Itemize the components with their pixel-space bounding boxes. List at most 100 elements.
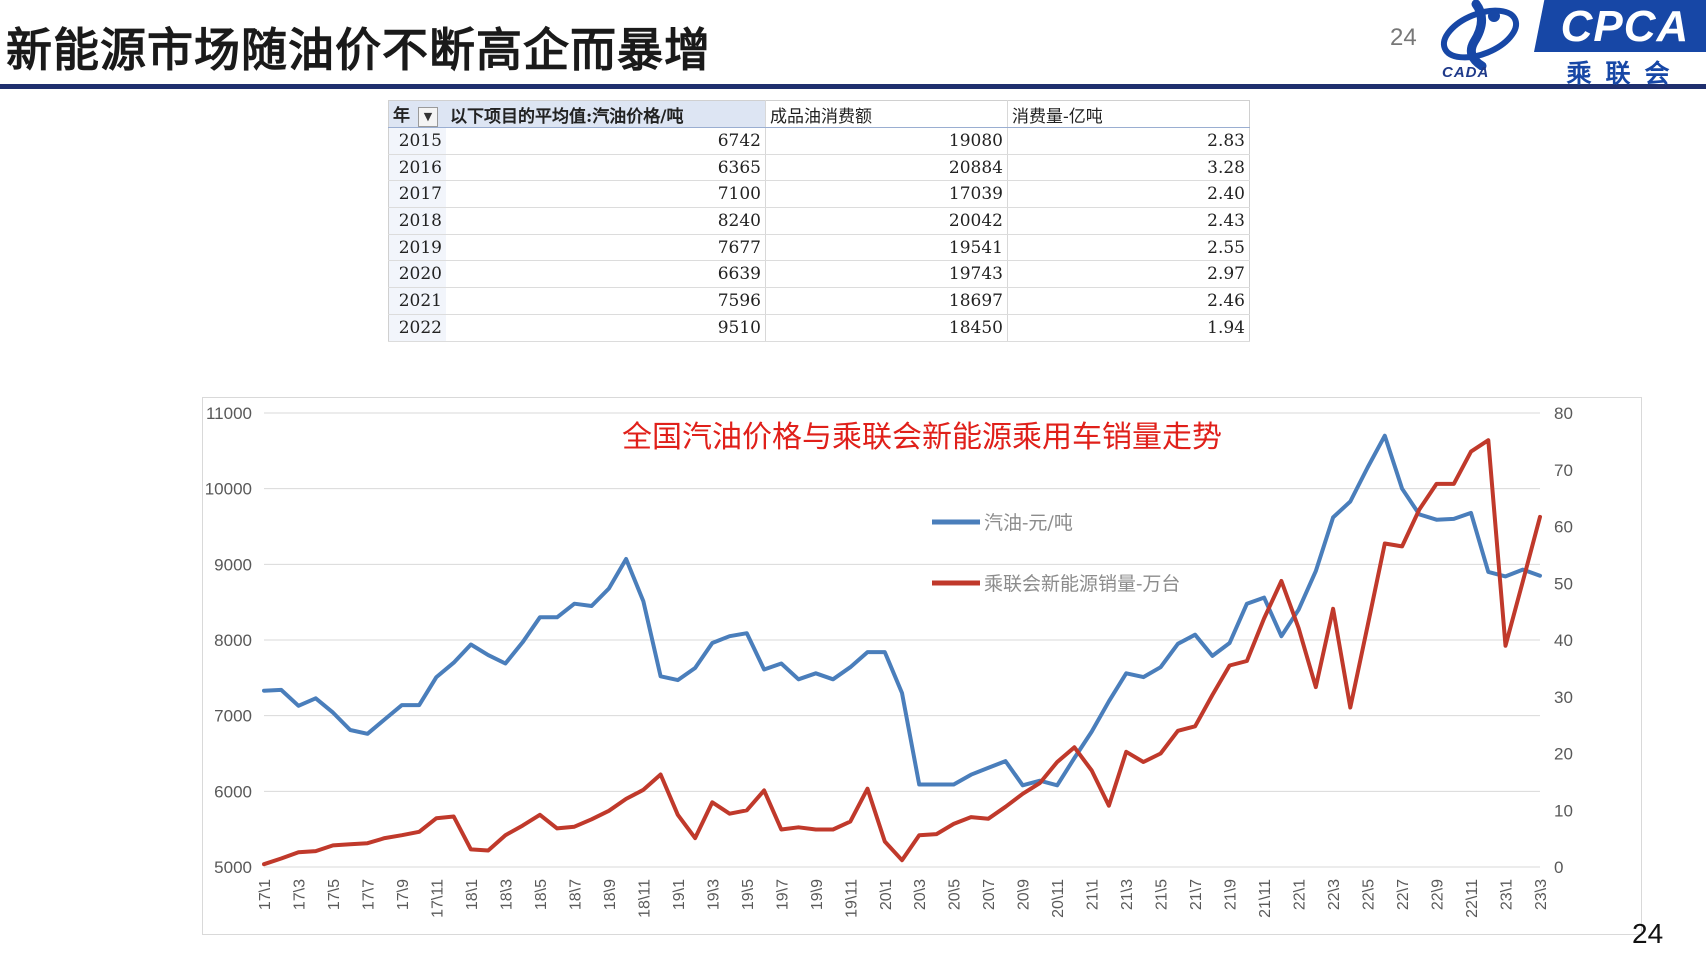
cell-avg-price: 7596 [446,287,766,315]
x-tick-label: 21\7 [1188,879,1205,910]
table-row: 2016 6365 20884 3.28 [388,154,1250,182]
x-tick-label: 21\1 [1085,879,1102,910]
header-avg-price: 以下项目的平均值:汽油价格/吨 [446,100,766,128]
table-row: 2015 6742 19080 2.83 [388,127,1250,155]
x-tick-label: 23\1 [1499,879,1516,910]
cada-emblem-icon [1440,0,1520,70]
cell-avg-price: 8240 [446,207,766,235]
x-tick-label: 17\7 [360,879,377,910]
x-tick-label: 22\3 [1326,879,1343,910]
cell-year: 2020 [388,260,446,289]
x-tick-label: 20\11 [1050,879,1067,918]
header-volume: 消费量-亿吨 [1007,100,1250,128]
cell-spend: 20042 [765,207,1008,235]
y-left-tick-label: 10000 [205,480,252,499]
oil-price-table: 年 ▼ 以下项目的平均值:汽油价格/吨 成品油消费额 消费量-亿吨 2015 674… [388,100,1250,342]
cell-spend: 19541 [765,234,1008,262]
legend-label-nev: 乘联会新能源销量-万台 [984,573,1180,595]
cell-avg-price: 7100 [446,180,766,209]
x-tick-label: 21\5 [1154,879,1171,910]
x-tick-label: 19\3 [705,879,722,910]
cell-volume: 2.55 [1007,234,1250,262]
x-tick-label: 18\5 [533,879,550,910]
logo-cpca-background [1534,0,1706,52]
x-tick-label: 22\9 [1430,879,1447,910]
cell-year: 2021 [388,287,446,315]
table-row: 2018 8240 20042 2.43 [388,207,1250,235]
title-divider [0,84,1706,89]
logo-chinese-text: 乘联会 [1566,59,1684,88]
x-tick-label: 18\1 [464,879,481,910]
table-row: 2020 6639 19743 2.97 [388,260,1250,289]
cell-spend: 18450 [765,314,1008,342]
x-tick-label: 22\11 [1464,879,1481,918]
x-tick-label: 22\1 [1292,879,1309,910]
x-tick-label: 19\5 [740,879,757,910]
cell-spend: 19080 [765,127,1008,155]
cell-year: 2017 [388,180,446,209]
logo-cpca-text: CPCA [1560,2,1690,51]
page-title: 新能源市场随油价不断高企而暴增 [6,23,711,77]
cell-volume: 2.43 [1007,207,1250,235]
x-tick-label: 18\9 [602,879,619,910]
x-tick-label: 20\1 [878,879,895,910]
cell-spend: 17039 [765,180,1008,209]
x-tick-label: 21\3 [1119,879,1136,910]
x-tick-label: 22\7 [1395,879,1412,910]
y-right-tick-label: 10 [1554,801,1573,820]
x-tick-label: 21\11 [1257,879,1274,918]
x-tick-label: 19\11 [843,879,860,918]
chart-legend: 汽油-元/吨 乘联会新能源销量-万台 [932,512,1180,595]
x-tick-label: 22\5 [1361,879,1378,910]
y-right-tick-label: 0 [1554,858,1563,877]
chart-title: 全国汽油价格与乘联会新能源乘用车销量走势 [622,420,1222,455]
cell-avg-price: 7677 [446,234,766,262]
legend-label-gasoline: 汽油-元/吨 [984,512,1073,534]
x-tick-label: 17\11 [429,879,446,918]
cell-year: 2016 [388,154,446,182]
table-row: 2021 7596 18697 2.46 [388,287,1250,315]
y-left-tick-label: 7000 [214,707,252,726]
header-spend: 成品油消费额 [765,100,1008,128]
y-right-tick-label: 70 [1554,461,1573,480]
x-tick-label: 20\3 [912,879,929,910]
oil-price-nev-chart: 5000 6000 7000 8000 9000 10000 11000 0 10 20 30 40… [202,397,1642,935]
x-tick-label: 23\3 [1533,879,1550,910]
series-line-nev [262,438,1542,867]
cell-avg-price: 6365 [446,154,766,182]
table-row: 2017 7100 17039 2.40 [388,180,1250,209]
x-tick-label: 20\5 [947,879,964,910]
x-tick-label: 17\5 [326,879,343,910]
cell-year: 2019 [388,234,446,262]
cell-volume: 3.28 [1007,154,1250,182]
header-year-label: 年 [393,106,410,127]
cell-avg-price: 6639 [446,260,766,289]
y-right-tick-label: 60 [1554,518,1573,537]
page-number-top: 24 [1390,24,1417,51]
x-tick-label: 19\9 [809,879,826,910]
header-year: 年 ▼ [388,100,446,128]
x-tick-label: 17\3 [291,879,308,910]
x-tick-label: 21\9 [1223,879,1240,910]
x-tick-label: 18\11 [636,879,653,918]
cell-spend: 18697 [765,287,1008,315]
cell-year: 2018 [388,207,446,235]
y-right-tick-label: 30 [1554,688,1573,707]
y-left-tick-label: 6000 [214,782,252,801]
x-tick-label: 17\1 [257,879,274,910]
cell-volume: 2.83 [1007,127,1250,155]
x-tick-label: 18\3 [498,879,515,910]
cell-spend: 19743 [765,260,1008,289]
y-right-tick-label: 40 [1554,631,1573,650]
y-right-tick-label: 80 [1554,404,1573,423]
series-line-gasoline [262,433,1542,788]
table-row: 2019 7677 19541 2.55 [388,234,1250,262]
table-header-row: 年 ▼ 以下项目的平均值:汽油价格/吨 成品油消费额 消费量-亿吨 [388,100,1250,128]
cell-volume: 2.46 [1007,287,1250,315]
filter-icon[interactable]: ▼ [418,106,438,127]
cell-volume: 2.97 [1007,260,1250,289]
logo-cada-text: CADA [1442,64,1490,81]
page-number-footer: 24 [1632,918,1664,949]
cell-avg-price: 6742 [446,127,766,155]
cell-year: 2022 [388,314,446,342]
